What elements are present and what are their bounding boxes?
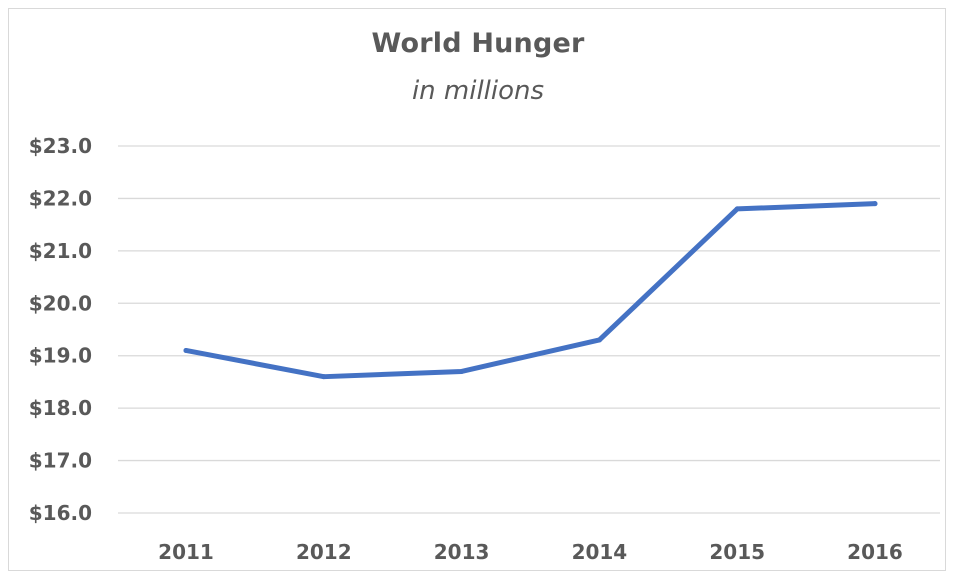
chart-frame bbox=[8, 8, 946, 571]
series-line bbox=[183, 201, 878, 380]
data-point bbox=[183, 347, 189, 353]
y-tick-label: $17.0 bbox=[29, 449, 92, 473]
data-point bbox=[459, 368, 465, 374]
x-tick-label: 2014 bbox=[572, 540, 628, 564]
y-tick-label: $16.0 bbox=[29, 501, 92, 525]
y-tick-label: $19.0 bbox=[29, 344, 92, 368]
chart-subtitle: in millions bbox=[411, 76, 545, 106]
y-tick-label: $23.0 bbox=[29, 134, 92, 158]
y-tick-label: $21.0 bbox=[29, 239, 92, 263]
y-tick-label: $22.0 bbox=[29, 186, 92, 210]
x-tick-label: 2011 bbox=[158, 540, 214, 564]
x-tick-label: 2016 bbox=[847, 540, 903, 564]
data-point bbox=[734, 206, 740, 212]
x-tick-label: 2012 bbox=[296, 540, 352, 564]
data-point bbox=[321, 374, 327, 380]
data-point bbox=[596, 337, 602, 343]
x-tick-label: 2015 bbox=[709, 540, 765, 564]
x-tick-label: 2013 bbox=[434, 540, 490, 564]
y-tick-label: $20.0 bbox=[29, 291, 92, 315]
y-tick-label: $18.0 bbox=[29, 396, 92, 420]
data-point bbox=[872, 201, 878, 207]
chart-title: World Hunger bbox=[371, 28, 585, 59]
